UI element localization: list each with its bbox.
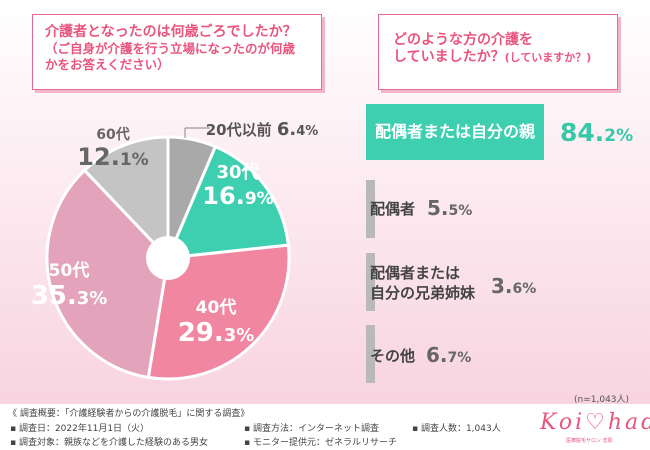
bar-label-parents: 配偶者または自分の親 bbox=[374, 122, 535, 141]
bar-value-siblings-int: 3. bbox=[491, 274, 513, 298]
pie-label-0: 20代以前 6.4% bbox=[206, 119, 319, 140]
pie-slice-4 bbox=[82, 135, 170, 262]
bar-value-siblings-dec: 6% bbox=[512, 281, 537, 297]
bar-value-parents: 84.2% bbox=[560, 118, 633, 147]
pie-label-value-1: 16.9% bbox=[202, 182, 273, 210]
bar-value-other: 6.7% bbox=[426, 343, 471, 367]
bar-value-other-int: 6. bbox=[426, 343, 448, 367]
pie-label-value-4: 12.1% bbox=[77, 143, 148, 171]
koihada-logo: Koi♡hada bbox=[540, 410, 650, 435]
bar-value-siblings: 3.6% bbox=[491, 274, 536, 298]
pie-label-name-2: 40代 bbox=[196, 297, 237, 318]
question-box-age: 介護者となったのは何歳ごろでしたか？ （ご自身が介護を行う立場になったのが何歳 … bbox=[32, 14, 322, 90]
pie-slice-3 bbox=[45, 168, 170, 380]
question-age-line3: かをお答えください） bbox=[45, 57, 170, 72]
bar-value-spouse: 5.5% bbox=[427, 196, 472, 220]
bar-label-spouse: 配偶者 bbox=[370, 200, 416, 218]
footer-target: ▪ 調査対象：親族などを介護した経験のある男女 bbox=[10, 438, 208, 448]
pie-label-value-3: 35.3% bbox=[31, 281, 108, 311]
pie-label-name-4: 60代 bbox=[96, 126, 129, 143]
question-who-line2-sub: (していますか？) bbox=[504, 51, 592, 64]
survey-footer: 《 調査概要：「介護経験者からの介護脱毛」に関する調査》 ▪ 調査日：2022年… bbox=[0, 404, 650, 450]
bar-value-spouse-dec: 5% bbox=[448, 203, 473, 219]
bar-siblings bbox=[366, 253, 375, 311]
pie-label-name-3: 50代 bbox=[49, 260, 90, 281]
bar-value-spouse-int: 5. bbox=[427, 196, 449, 220]
pie-slice-2 bbox=[146, 243, 291, 381]
question-age-line1: 介護者となったのは何歳ごろでしたか？ bbox=[45, 24, 297, 40]
footer-summary: 《 調査概要：「介護経験者からの介護脱毛」に関する調査》 bbox=[8, 409, 250, 419]
question-box-who: どのような方の介護を していましたか？(していますか？) bbox=[378, 14, 618, 90]
bar-value-parents-int: 84. bbox=[560, 118, 605, 147]
question-who-line2: していましたか？ bbox=[393, 49, 505, 65]
koihada-logo-sub: 医療脱毛サロン 恋肌 bbox=[566, 438, 613, 444]
question-age-line2: （ご自身が介護を行う立場になったのが何歳 bbox=[45, 41, 296, 56]
bar-label-siblings-line2: 自分の兄弟姉妹 bbox=[370, 284, 476, 302]
footer-method: ▪ 調査方法：インターネット調査 bbox=[244, 424, 379, 434]
bar-spouse bbox=[366, 180, 375, 238]
bar-label-other: その他 bbox=[370, 347, 416, 365]
bar-value-parents-dec: 2% bbox=[604, 126, 634, 146]
footer-date: ▪ 調査日：2022年11月1日（火） bbox=[10, 424, 150, 434]
footer-monitor: ▪ モニター提供元：ゼネラルリサーチ bbox=[244, 438, 397, 448]
bar-label-siblings-line1: 配偶者または bbox=[370, 264, 461, 282]
bar-value-other-dec: 7% bbox=[447, 350, 472, 366]
bar-other bbox=[366, 325, 375, 383]
footer-count: ▪ 調査人数：1,043人 bbox=[412, 424, 501, 434]
pie-slice-1 bbox=[165, 144, 290, 260]
question-who-line1: どのような方の介護を bbox=[393, 32, 533, 48]
pie-label-value-2: 29.3% bbox=[178, 318, 255, 348]
sample-size: (n=1,043人) bbox=[574, 395, 630, 405]
donut-hole bbox=[146, 236, 190, 280]
bar-parents: 配偶者または自分の親 bbox=[366, 104, 544, 160]
pie-label-name-1: 30代 bbox=[216, 162, 259, 183]
